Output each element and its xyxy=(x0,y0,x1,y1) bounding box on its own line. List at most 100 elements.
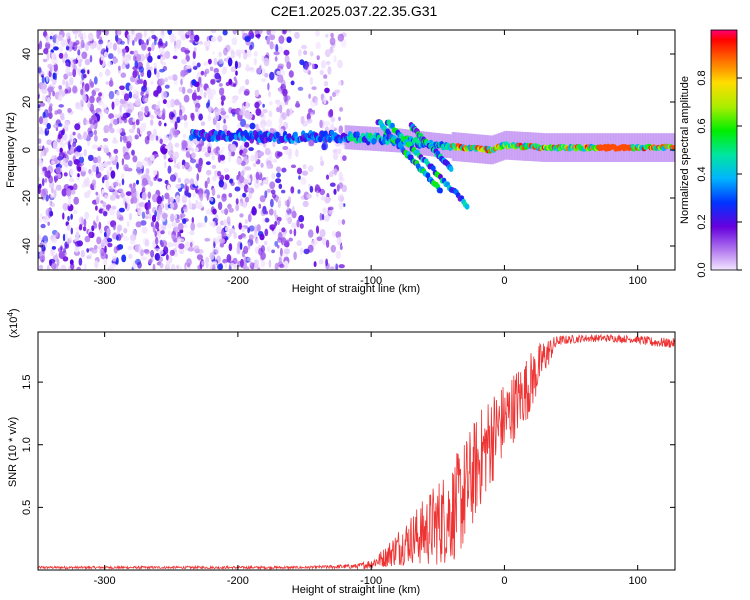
heatmap-speckle xyxy=(122,55,128,62)
heatmap-speckle xyxy=(123,164,128,171)
heatmap-speckle xyxy=(123,113,129,119)
heatmap-speckle xyxy=(266,119,272,127)
heatmap-speckle xyxy=(287,199,290,207)
heatmap-speckle xyxy=(256,124,259,130)
snr-x-tick-label: 100 xyxy=(629,575,647,587)
heatmap-speckle xyxy=(302,171,308,176)
heatmap-speckle xyxy=(192,92,197,100)
heatmap-speckle xyxy=(107,243,112,248)
heatmap-speckle xyxy=(161,91,167,100)
heatmap-speckle xyxy=(158,121,161,127)
heatmap-speckle xyxy=(119,104,122,113)
heatmap-speckle xyxy=(159,48,165,56)
heatmap-speckle xyxy=(199,41,204,45)
heatmap-speckle xyxy=(144,157,149,161)
heatmap-speckle xyxy=(135,244,140,252)
heatmap-speckle xyxy=(250,69,256,73)
heatmap-speckle xyxy=(157,178,162,182)
heatmap-speckle xyxy=(269,181,275,189)
heatmap-speckle xyxy=(317,55,320,60)
heatmap-speckle xyxy=(214,58,218,66)
heatmap-speckle xyxy=(55,167,61,173)
heatmap-speckle xyxy=(155,237,158,245)
heatmap-speckle xyxy=(41,95,47,101)
heatmap-speckle xyxy=(44,171,48,178)
heatmap-speckle xyxy=(39,116,43,124)
heatmap-speckle xyxy=(150,155,155,161)
heatmap-speckle xyxy=(342,219,346,225)
heatmap-speckle xyxy=(329,109,333,117)
heatmap-speckle xyxy=(90,125,95,129)
heatmap-speckle xyxy=(58,248,60,252)
heatmap-speckle xyxy=(188,193,192,198)
heatmap-speckle xyxy=(324,88,330,94)
heatmap-speckle xyxy=(137,128,140,135)
heatmap-speckle xyxy=(159,69,165,73)
heatmap-speckle xyxy=(257,224,261,232)
heatmap-speckle xyxy=(333,153,338,160)
heatmap-speckle xyxy=(69,236,72,240)
heatmap-speckle xyxy=(105,180,109,189)
heatmap-speckle xyxy=(274,210,277,217)
snr-y-multiplier-base: (x10 xyxy=(8,317,20,338)
heatmap-speckle xyxy=(92,165,96,173)
heatmap-speckle xyxy=(97,147,101,151)
heatmap-speckle xyxy=(97,114,100,122)
heatmap-speckle xyxy=(315,98,318,105)
heatmap-speckle xyxy=(148,192,152,199)
heatmap-speckle xyxy=(323,96,326,104)
heatmap-speckle xyxy=(63,256,69,261)
heatmap-speckle xyxy=(295,103,300,108)
heatmap-speckle xyxy=(209,222,212,226)
heatmap-speckle xyxy=(182,165,184,169)
heatmap-speckle xyxy=(87,133,91,141)
heatmap-speckle xyxy=(114,114,120,118)
heatmap-speckle xyxy=(310,186,314,193)
heatmap-speckle xyxy=(169,132,173,140)
heatmap-speckle xyxy=(246,113,252,120)
heatmap-speckle xyxy=(121,255,126,263)
heatmap-speckle xyxy=(117,225,122,232)
heatmap-speckle xyxy=(68,142,71,151)
heatmap-speckle xyxy=(132,40,135,46)
heatmap-speckle xyxy=(71,228,73,235)
heatmap-speckle xyxy=(193,66,198,70)
heatmap-speckle xyxy=(89,118,92,125)
heatmap-speckle xyxy=(68,199,71,206)
heatmap-speckle xyxy=(247,187,251,191)
heatmap-speckle xyxy=(159,78,165,85)
heatmap-speckle xyxy=(238,88,241,94)
heatmap-speckle xyxy=(210,79,216,85)
heatmap-speckle xyxy=(248,242,251,250)
heatmap-speckle xyxy=(141,257,147,261)
heatmap-speckle xyxy=(58,123,62,127)
heatmap-speckle xyxy=(66,188,71,196)
heatmap-speckle xyxy=(91,115,96,120)
heatmap-speckle xyxy=(130,51,135,55)
snr-y-tick-label: 1.0 xyxy=(21,437,33,452)
spectrogram-panel: -300 -200 -100 0 100-40-2002040 Height of st… xyxy=(5,26,676,295)
heatmap-speckle xyxy=(242,153,246,157)
heatmap-speckle xyxy=(164,161,167,168)
heatmap-speckle xyxy=(116,91,119,95)
heatmap-speckle xyxy=(56,127,58,131)
heatmap-speckle xyxy=(193,245,199,253)
heatmap-speckle xyxy=(77,55,81,60)
heatmap-speckle xyxy=(90,81,94,88)
heatmap-speckle xyxy=(98,92,102,96)
heatmap-speckle xyxy=(264,241,268,245)
heatmap-speckle xyxy=(74,123,80,130)
heatmap-speckle xyxy=(267,246,271,252)
heatmap-speckle xyxy=(301,177,307,185)
heatmap-speckle xyxy=(284,50,290,56)
heatmap-speckle xyxy=(264,58,270,67)
heatmap-speckle xyxy=(186,186,190,192)
heatmap-speckle xyxy=(106,228,110,236)
heatmap-speckle xyxy=(65,158,69,162)
heatmap-speckle xyxy=(342,155,347,161)
heatmap-speckle xyxy=(64,121,70,126)
heatmap-speckle xyxy=(287,37,292,43)
heatmap-speckle xyxy=(275,44,278,53)
heatmap-speckle xyxy=(96,215,98,222)
heatmap-ridge xyxy=(672,145,676,150)
